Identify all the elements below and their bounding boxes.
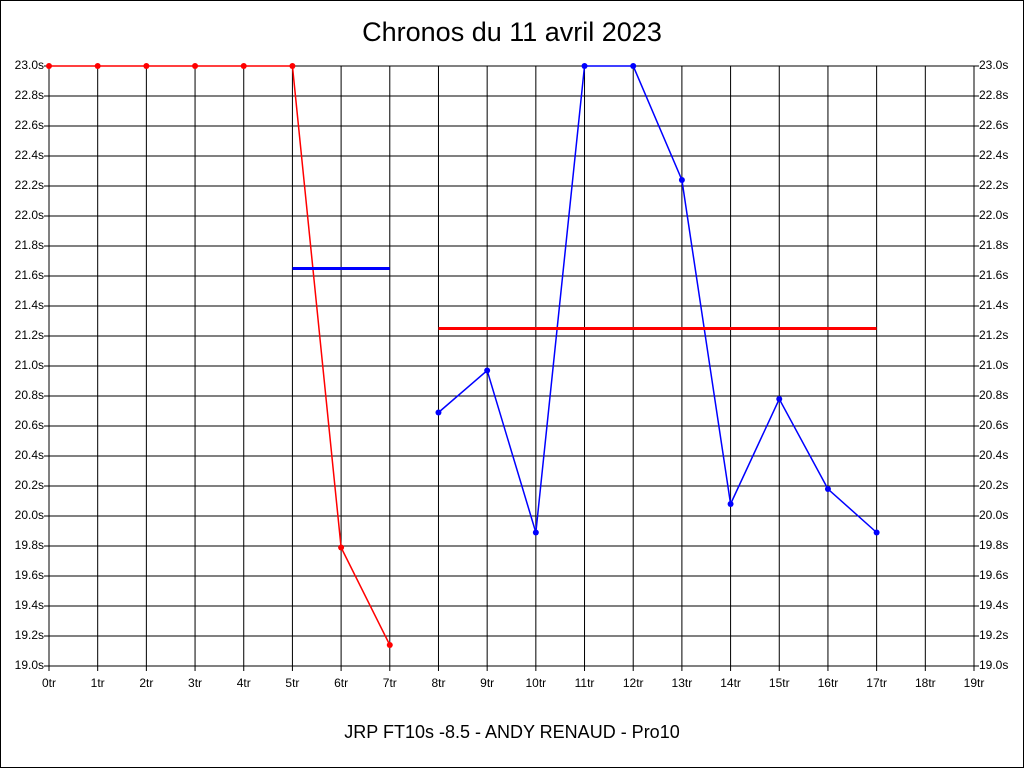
series-line bbox=[437, 65, 878, 534]
y2-tick-label: 22.2s bbox=[979, 178, 1008, 192]
x-tick-label: 8tr bbox=[431, 676, 445, 690]
y-tick-label: 20.4s bbox=[15, 448, 44, 462]
y-tick-label: 20.2s bbox=[15, 478, 44, 492]
data-point bbox=[581, 63, 588, 69]
y2-tick-label: 19.0s bbox=[979, 658, 1008, 672]
y2-tick-label: 19.6s bbox=[979, 568, 1008, 582]
x-tick-label: 1tr bbox=[91, 676, 105, 690]
data-point bbox=[240, 63, 247, 69]
x-tick-label: 9tr bbox=[480, 676, 494, 690]
y-tick-label: 20.6s bbox=[15, 418, 44, 432]
y-tick-label: 19.2s bbox=[15, 628, 44, 642]
y2-tick-label: 19.4s bbox=[979, 598, 1008, 612]
y2-tick-label: 21.4s bbox=[979, 298, 1008, 312]
x-axis-label: JRP FT10s -8.5 - ANDY RENAUD - Pro10 bbox=[344, 722, 679, 742]
y-tick-label: 23.0s bbox=[15, 58, 44, 72]
data-point bbox=[678, 177, 685, 183]
y-tick-label: 21.8s bbox=[15, 238, 44, 252]
data-point bbox=[338, 544, 345, 551]
y-tick-label: 19.4s bbox=[15, 598, 44, 612]
data-point bbox=[143, 63, 150, 69]
y-tick-label: 21.6s bbox=[15, 268, 44, 282]
x-tick-label: 17tr bbox=[866, 676, 887, 690]
y2-tick-label: 22.8s bbox=[979, 88, 1008, 102]
x-tick-label: 14tr bbox=[720, 676, 741, 690]
y2-tick-label: 20.8s bbox=[979, 388, 1008, 402]
y2-tick-label: 20.0s bbox=[979, 508, 1008, 522]
y2-tick-label: 19.2s bbox=[979, 628, 1008, 642]
data-point bbox=[192, 63, 199, 69]
y-tick-label: 22.0s bbox=[15, 208, 44, 222]
data-point bbox=[532, 529, 539, 536]
x-tick-label: 15tr bbox=[769, 676, 790, 690]
x-tick-label: 10tr bbox=[525, 676, 546, 690]
x-tick-label: 13tr bbox=[672, 676, 693, 690]
x-tick-label: 16tr bbox=[818, 676, 839, 690]
x-tick-label: 12tr bbox=[623, 676, 644, 690]
x-tick-label: 2tr bbox=[139, 676, 153, 690]
data-point bbox=[435, 409, 442, 416]
y-tick-label: 20.8s bbox=[15, 388, 44, 402]
y2-tick-label: 21.6s bbox=[979, 268, 1008, 282]
x-tick-label: 11tr bbox=[575, 676, 595, 690]
y2-tick-label: 20.2s bbox=[979, 478, 1008, 492]
data-point bbox=[727, 501, 734, 507]
y2-tick-label: 23.0s bbox=[979, 58, 1008, 72]
data-point bbox=[94, 63, 101, 69]
data-point bbox=[873, 529, 880, 536]
y-tick-label: 21.4s bbox=[15, 298, 44, 312]
y-tick-label: 21.2s bbox=[15, 328, 44, 342]
y-tick-label: 22.2s bbox=[15, 178, 44, 192]
data-point bbox=[484, 367, 491, 374]
y2-tick-label: 19.8s bbox=[979, 538, 1008, 552]
x-tick-label: 3tr bbox=[188, 676, 202, 690]
data-point bbox=[824, 486, 831, 492]
y-tick-label: 19.8s bbox=[15, 538, 44, 552]
y-tick-label: 22.8s bbox=[15, 88, 44, 102]
y-tick-label: 19.0s bbox=[15, 658, 44, 672]
data-point bbox=[289, 63, 296, 69]
x-tick-label: 5tr bbox=[285, 676, 299, 690]
y2-tick-label: 21.0s bbox=[979, 358, 1008, 372]
y2-tick-label: 22.0s bbox=[979, 208, 1008, 222]
y-tick-label: 19.6s bbox=[15, 568, 44, 582]
data-point bbox=[386, 642, 393, 648]
data-point bbox=[46, 63, 52, 69]
y-tick-label: 21.0s bbox=[15, 358, 44, 372]
x-tick-label: 0tr bbox=[42, 676, 56, 690]
chart-title: Chronos du 11 avril 2023 bbox=[362, 17, 662, 47]
x-tick-label: 19tr bbox=[964, 676, 985, 690]
data-point bbox=[630, 63, 637, 69]
y-tick-label: 22.4s bbox=[15, 148, 44, 162]
x-tick-label: 7tr bbox=[383, 676, 397, 690]
x-tick-label: 6tr bbox=[334, 676, 348, 690]
data-point bbox=[776, 396, 783, 402]
x-tick-label: 4tr bbox=[237, 676, 251, 690]
y-tick-label: 22.6s bbox=[15, 118, 44, 132]
y2-tick-label: 22.4s bbox=[979, 148, 1008, 162]
y2-tick-label: 22.6s bbox=[979, 118, 1008, 132]
y2-tick-label: 21.2s bbox=[979, 328, 1008, 342]
x-tick-label: 18tr bbox=[915, 676, 936, 690]
y2-tick-label: 20.6s bbox=[979, 418, 1008, 432]
y2-tick-label: 20.4s bbox=[979, 448, 1008, 462]
y-tick-label: 20.0s bbox=[15, 508, 44, 522]
series-line bbox=[49, 65, 391, 646]
y2-tick-label: 21.8s bbox=[979, 238, 1008, 252]
